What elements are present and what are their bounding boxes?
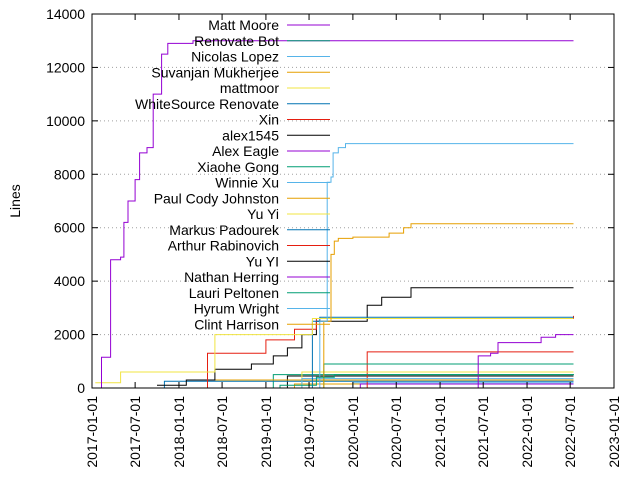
legend-label: Arthur Rabinovich [168, 238, 279, 254]
legend-label: Yu Yi [247, 206, 279, 222]
y-tick-label: 14000 [46, 6, 85, 22]
y-axis-label: Lines [7, 184, 23, 217]
x-tick-label: 2018-01-01 [171, 396, 187, 468]
x-tick-label: 2017-01-01 [84, 396, 100, 468]
series-line [316, 383, 574, 389]
legend-label: alex1545 [222, 127, 279, 143]
legend-label: Clint Harrison [194, 316, 279, 332]
y-tick-label: 6000 [54, 220, 85, 236]
x-tick-label: 2020-07-01 [388, 396, 404, 468]
grid [92, 66, 614, 336]
legend-label: Winnie Xu [215, 175, 279, 191]
y-tick-label: 4000 [54, 273, 85, 289]
legend-label: Lauri Peltonen [189, 285, 279, 301]
legend-label: Xin [259, 112, 279, 128]
series-line [301, 223, 574, 389]
legend-label: Alex Eagle [212, 143, 279, 159]
series-line [157, 287, 574, 386]
series-line [301, 143, 574, 389]
legend-label: Markus Padourek [169, 222, 280, 238]
x-tick-label: 2020-01-01 [345, 396, 361, 468]
x-tick-label: 2018-07-01 [214, 396, 230, 468]
legend-label: WhiteSource Renovate [135, 96, 279, 112]
legend-label: Yu YI [246, 253, 279, 269]
x-tick-label: 2017-07-01 [127, 396, 143, 468]
legend-label: Nicolas Lopez [191, 49, 279, 65]
x-tick-label: 2023-01-01 [606, 396, 622, 468]
legend-label: mattmoor [220, 80, 279, 96]
y-tick-label: 10000 [46, 113, 85, 129]
y-tick-label: 12000 [46, 59, 85, 75]
x-tick-label: 2019-01-01 [258, 396, 274, 468]
legend-label: Renovate Bot [194, 33, 279, 49]
y-tick-label: 8000 [54, 166, 85, 182]
series-line [99, 40, 574, 389]
series-line [476, 334, 574, 389]
series-layer [95, 40, 574, 389]
legend-label: Hyrum Wright [194, 301, 279, 317]
legend-label: Nathan Herring [184, 269, 279, 285]
legend-label: Paul Cody Johnston [154, 190, 279, 206]
legend-label: Matt Moore [208, 17, 279, 33]
y-tick-label: 0 [77, 380, 85, 396]
x-tick-label: 2021-07-01 [475, 396, 491, 468]
series-line [301, 316, 574, 389]
x-tick-label: 2021-01-01 [432, 396, 448, 468]
series-line [95, 318, 574, 384]
x-tick-label: 2022-01-01 [519, 396, 535, 468]
y-tick-label: 2000 [54, 327, 85, 343]
legend-label: Suvanjan Mukherjee [151, 64, 279, 80]
series-line [323, 382, 574, 389]
x-tick-label: 2022-07-01 [562, 396, 578, 468]
series-line [222, 374, 574, 389]
axes: 0 2000 4000 6000 8000 10000 12000 14000 2017-01-… [46, 6, 622, 468]
x-tick-label: 2019-07-01 [301, 396, 317, 468]
legend-label: Xiaohe Gong [197, 159, 279, 175]
